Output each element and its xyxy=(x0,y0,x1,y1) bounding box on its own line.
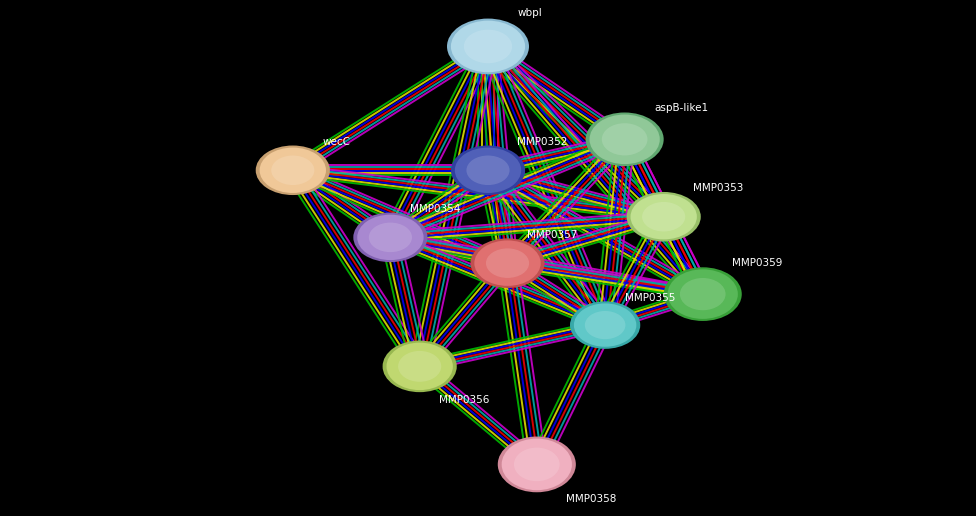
Text: MMP0355: MMP0355 xyxy=(625,293,675,303)
Ellipse shape xyxy=(586,112,664,166)
Ellipse shape xyxy=(353,213,427,262)
Ellipse shape xyxy=(451,21,525,72)
Ellipse shape xyxy=(642,202,685,232)
Ellipse shape xyxy=(627,192,701,241)
Ellipse shape xyxy=(271,155,314,185)
Ellipse shape xyxy=(386,343,453,390)
Ellipse shape xyxy=(447,19,529,74)
Text: wecC: wecC xyxy=(322,137,350,147)
Ellipse shape xyxy=(514,447,559,481)
Ellipse shape xyxy=(602,123,647,155)
Ellipse shape xyxy=(574,303,636,347)
Text: MMP0356: MMP0356 xyxy=(439,395,490,405)
Ellipse shape xyxy=(451,146,525,195)
Ellipse shape xyxy=(502,439,572,490)
Ellipse shape xyxy=(357,215,424,260)
Ellipse shape xyxy=(256,146,330,195)
Ellipse shape xyxy=(668,269,738,319)
Ellipse shape xyxy=(260,148,326,193)
Ellipse shape xyxy=(570,301,640,349)
Ellipse shape xyxy=(467,155,509,185)
Ellipse shape xyxy=(383,341,457,392)
Ellipse shape xyxy=(630,194,697,239)
Text: MMP0357: MMP0357 xyxy=(527,230,578,240)
Ellipse shape xyxy=(470,238,545,288)
Text: MMP0359: MMP0359 xyxy=(732,258,783,268)
Text: MMP0354: MMP0354 xyxy=(410,204,461,214)
Ellipse shape xyxy=(664,267,742,321)
Ellipse shape xyxy=(486,248,529,278)
Ellipse shape xyxy=(369,222,412,252)
Text: aspB-like1: aspB-like1 xyxy=(654,103,708,114)
Text: wbpl: wbpl xyxy=(517,8,542,18)
Ellipse shape xyxy=(474,240,541,286)
Ellipse shape xyxy=(398,351,441,382)
Text: MMP0358: MMP0358 xyxy=(566,494,617,505)
Ellipse shape xyxy=(590,115,660,164)
Ellipse shape xyxy=(585,311,626,339)
Text: MMP0353: MMP0353 xyxy=(693,183,744,194)
Ellipse shape xyxy=(455,148,521,193)
Ellipse shape xyxy=(680,278,725,310)
Ellipse shape xyxy=(498,437,576,492)
Text: MMP0352: MMP0352 xyxy=(517,137,568,147)
Ellipse shape xyxy=(464,29,512,63)
